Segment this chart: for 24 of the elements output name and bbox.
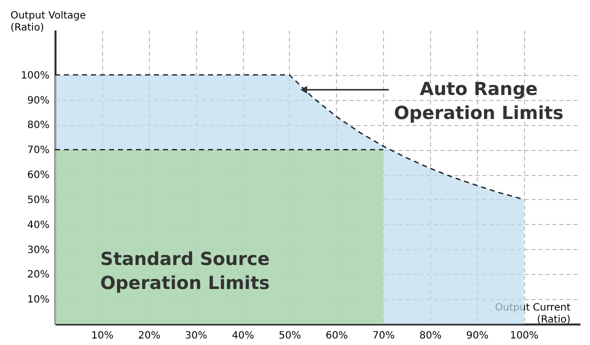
y-tick-label: 30%: [27, 244, 50, 256]
x-tick-label: 100%: [510, 330, 539, 342]
y-tick-label: 20%: [27, 270, 50, 281]
y-tick-label: 70%: [27, 145, 50, 156]
y-axis-title: Output Voltage (Ratio): [10, 10, 86, 34]
x-axis-title: Output Current (Ratio): [495, 302, 571, 326]
y-tick-label: 60%: [27, 170, 50, 182]
annotation: Auto Range Operation Limits: [394, 78, 564, 124]
x-tick-label: 70%: [372, 330, 395, 342]
x-tick-label: 80%: [419, 330, 442, 342]
y-tick-label: 80%: [27, 120, 50, 132]
y-tick-label: 10%: [27, 294, 50, 306]
x-tick-label: 20%: [138, 330, 160, 342]
y-tick-label: 40%: [27, 220, 50, 231]
x-tick-label: 40%: [232, 330, 254, 342]
annotation: Standard Source Operation Limits: [100, 249, 270, 294]
y-tick-label: 100%: [20, 70, 50, 82]
x-tick-label: 50%: [278, 330, 301, 342]
x-tick-label: 30%: [185, 330, 208, 342]
y-tick-label: 90%: [27, 95, 50, 106]
x-tick-label: 90%: [466, 330, 488, 342]
x-tick-label: 10%: [91, 330, 114, 342]
x-tick-label: 60%: [326, 330, 348, 342]
y-tick-label: 50%: [27, 194, 50, 206]
